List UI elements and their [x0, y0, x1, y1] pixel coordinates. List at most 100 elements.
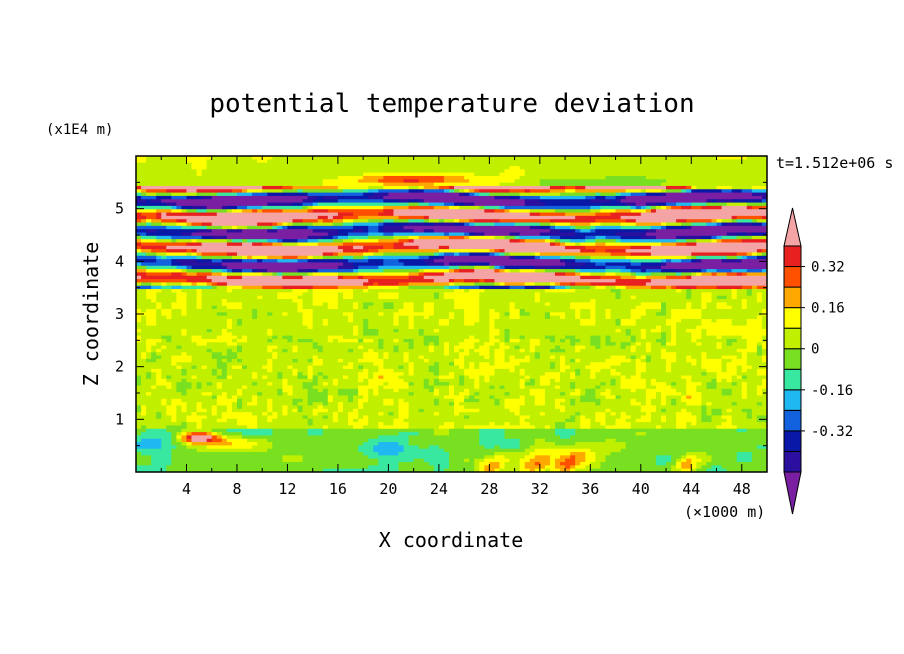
contour-cell [514, 302, 546, 307]
contour-cell [534, 382, 541, 387]
contour-cell [171, 239, 177, 244]
contour-cell [413, 392, 435, 397]
contour-cell [741, 285, 753, 290]
contour-cell [529, 378, 536, 383]
contour-cell [272, 352, 278, 357]
contour-cell [378, 292, 400, 297]
contour-cell [605, 262, 632, 267]
contour-cell [630, 425, 657, 430]
contour-cell [242, 348, 268, 353]
contour-cell [448, 265, 460, 270]
contour-cell [716, 372, 738, 377]
contour-cell [721, 205, 748, 210]
contour-cell [519, 415, 531, 420]
contour-cell [549, 355, 556, 360]
contour-cell [196, 422, 203, 427]
contour-cell [701, 418, 713, 423]
contour-cell [731, 402, 738, 407]
contour-cell [560, 229, 576, 234]
contour-cell [706, 452, 738, 456]
contour-cell [509, 458, 521, 463]
x-tick-label: 12 [278, 480, 296, 498]
contour-cell [337, 402, 344, 407]
contour-field [136, 156, 767, 472]
contour-cell [726, 272, 738, 277]
contour-cell [408, 412, 435, 417]
contour-cell [580, 275, 602, 280]
contour-cell [428, 255, 440, 260]
contour-cell [201, 172, 364, 177]
contour-cell [721, 422, 733, 427]
contour-cell [711, 378, 718, 383]
contour-cell [590, 462, 602, 466]
contour-cell [282, 335, 294, 340]
contour-cell [499, 312, 506, 317]
contour-cell [353, 229, 364, 234]
contour-cell [701, 269, 708, 274]
contour-cell [524, 282, 536, 287]
contour-cell [398, 259, 425, 264]
contour-cell [337, 272, 359, 277]
contour-cell [479, 285, 511, 290]
contour-cell [403, 352, 410, 357]
contour-cell [529, 312, 546, 317]
contour-cell [474, 462, 480, 466]
contour-cell [666, 275, 687, 280]
contour-cell [575, 242, 581, 247]
contour-cell [701, 395, 743, 400]
contour-cell [166, 402, 172, 407]
contour-cell [741, 408, 753, 413]
contour-cell [676, 202, 692, 207]
contour-cell [671, 455, 682, 460]
contour-cell [499, 385, 506, 390]
contour-cell [630, 328, 642, 333]
contour-cell [196, 239, 228, 244]
contour-cell [363, 289, 369, 293]
contour-cell [494, 368, 511, 373]
contour-cell [136, 249, 142, 254]
contour-cell [741, 272, 748, 277]
contour-cell [267, 338, 273, 343]
contour-cell [620, 289, 677, 293]
contour-cell [459, 342, 475, 347]
contour-cell [741, 388, 748, 393]
contour-cell [297, 345, 314, 350]
contour-cell [605, 415, 622, 420]
contour-cell [676, 465, 682, 470]
contour-cell [484, 289, 546, 293]
contour-cell [216, 412, 223, 417]
contour-cell [716, 285, 743, 290]
contour-cell [575, 232, 617, 237]
contour-cell [746, 382, 763, 387]
contour-cell [312, 322, 324, 327]
contour-cell [575, 418, 581, 423]
contour-cell [272, 405, 283, 410]
contour-cell [297, 255, 309, 260]
contour-cell [686, 408, 702, 413]
contour-cell [625, 202, 637, 207]
contour-cell [645, 205, 652, 210]
contour-cell [181, 262, 223, 267]
contour-cell [161, 285, 172, 290]
contour-cell [686, 189, 692, 194]
contour-cell [494, 325, 657, 330]
contour-cell [211, 222, 258, 227]
contour-cell [721, 219, 733, 224]
contour-cell [312, 378, 319, 383]
contour-cell [701, 342, 718, 347]
contour-cell [731, 318, 748, 323]
contour-cell [479, 192, 490, 197]
contour-cell [373, 448, 405, 453]
contour-cell [746, 355, 763, 360]
contour-cell [666, 185, 687, 190]
contour-cell [484, 375, 490, 380]
contour-cell [746, 358, 763, 363]
contour-cell [650, 398, 662, 403]
contour-cell [671, 332, 677, 337]
contour-cell [216, 432, 223, 437]
contour-cell [438, 342, 445, 347]
contour-cell [519, 345, 531, 350]
contour-cell [141, 375, 147, 380]
contour-cell [348, 362, 354, 367]
contour-cell [221, 435, 228, 440]
